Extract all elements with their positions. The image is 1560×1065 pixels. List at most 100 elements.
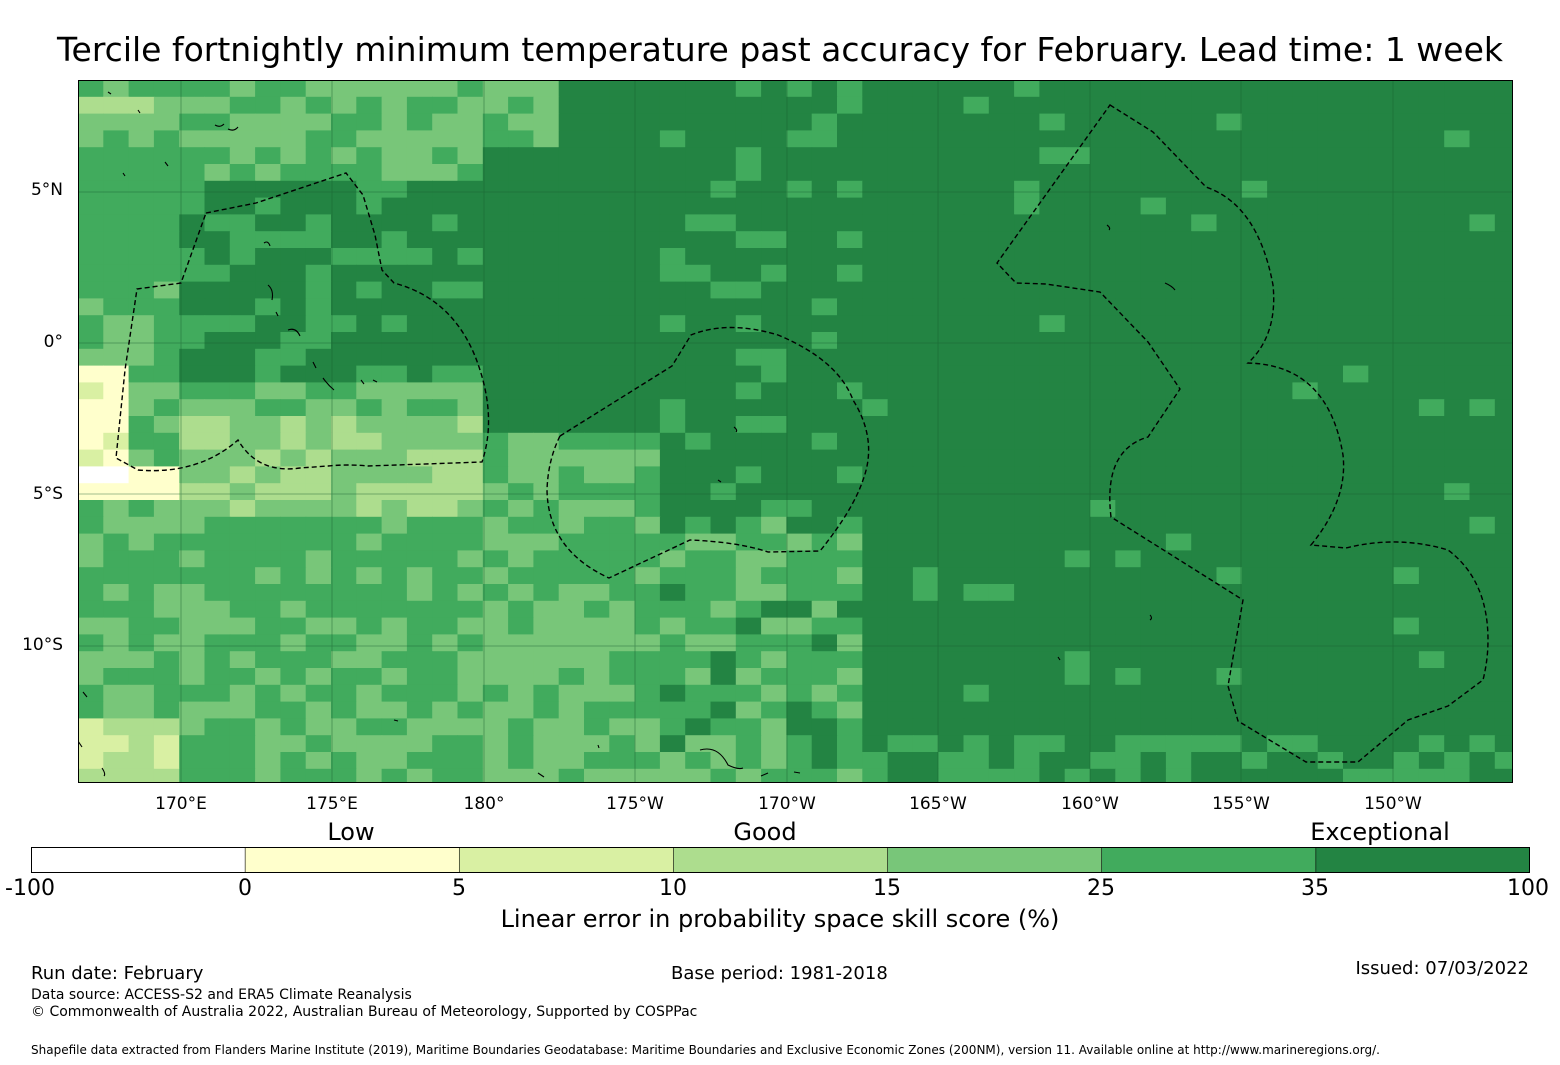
skill-grid-cell [1469, 96, 1496, 115]
skill-grid-cell [1444, 533, 1471, 551]
skill-grid-cell [1140, 617, 1167, 635]
skill-grid-cell [305, 533, 332, 551]
skill-grid-cell [103, 96, 130, 115]
skill-grid-cell [128, 348, 155, 367]
skill-grid-cell [735, 382, 762, 400]
skill-grid-cell [609, 584, 636, 602]
skill-grid-cell [1014, 584, 1040, 602]
island-20 [1057, 656, 1061, 661]
skill-grid-cell [280, 567, 307, 585]
skill-grid-cell [761, 298, 787, 316]
skill-grid-cell [710, 600, 737, 619]
skill-grid-cell [204, 264, 231, 283]
skill-grid-cell [1115, 80, 1142, 98]
skill-grid-cell [1115, 466, 1142, 484]
skill-grid-cell [457, 264, 484, 283]
skill-grid-cell [761, 180, 787, 199]
lon-label-160w: 160°W [1061, 794, 1119, 814]
skill-grid-cell [1191, 533, 1218, 551]
skill-grid-cell [482, 113, 509, 131]
skill-grid-cell [710, 500, 737, 518]
skill-grid-cell [280, 483, 307, 501]
skill-grid-cell [255, 248, 281, 266]
skill-grid-cell [1469, 651, 1496, 669]
skill-grid-cell [837, 80, 863, 98]
skill-grid-cell [204, 248, 231, 266]
skill-grid-cell [482, 399, 509, 417]
skill-grid-cell [862, 466, 889, 484]
skill-grid-cell [381, 752, 408, 770]
skill-grid-cell [1368, 449, 1395, 467]
skill-grid-cell [103, 550, 130, 568]
skill-grid-cell [1241, 500, 1268, 518]
skill-grid-cell [710, 332, 737, 350]
skill-grid-cell [78, 281, 104, 299]
skill-grid-cell [533, 147, 560, 165]
skill-grid-cell [1469, 718, 1496, 736]
skill-grid-cell [406, 416, 433, 434]
skill-grid-cell [78, 180, 104, 199]
island-21 [699, 748, 744, 770]
skill-grid-cell [78, 483, 104, 501]
skill-grid-cell [153, 332, 180, 350]
skill-grid-cell [1014, 416, 1040, 434]
skill-grid-cell [634, 332, 661, 350]
skill-grid-cell [1267, 516, 1293, 535]
skill-grid-cell [331, 80, 357, 98]
skill-grid-cell [1140, 684, 1167, 703]
skill-grid-cell [1090, 768, 1116, 783]
skill-grid-cell [1064, 651, 1091, 669]
skill-grid-cell [1393, 483, 1420, 501]
skill-grid-cell [103, 483, 130, 501]
skill-grid-cell [887, 113, 914, 131]
skill-grid-cell [305, 567, 332, 585]
skill-grid-cell [786, 147, 813, 165]
skill-grid-cell [584, 483, 610, 501]
skill-grid-cell [761, 567, 787, 585]
skill-grid-cell [1115, 231, 1142, 249]
skill-grid-cell [938, 130, 965, 148]
skill-grid-cell [128, 214, 155, 232]
skill-grid-cell [128, 315, 155, 333]
skill-grid-cell [811, 634, 838, 652]
skill-grid-cell [988, 651, 1015, 669]
skill-grid-cell [1165, 365, 1192, 383]
skill-grid-cell [659, 550, 686, 568]
skill-grid-cell [1368, 382, 1395, 400]
skill-grid-cell [634, 180, 661, 199]
skill-grid-cell [811, 96, 838, 115]
skill-grid-cell [179, 768, 206, 783]
skill-grid-cell [609, 399, 636, 417]
skill-grid-cell [1267, 248, 1293, 266]
skill-grid-cell [786, 332, 813, 350]
skill-grid-cell [406, 516, 433, 535]
skill-grid-cell [1039, 315, 1066, 333]
skill-grid-cell [1165, 264, 1192, 283]
skill-grid-cell [634, 298, 661, 316]
skill-grid-cell [280, 752, 307, 770]
skill-grid-cell [1115, 332, 1142, 350]
skill-grid-cell [1090, 668, 1116, 686]
skill-grid-cell [912, 399, 939, 417]
skill-grid-cell [710, 701, 737, 719]
skill-grid-cell [1014, 516, 1040, 535]
skill-grid-cell [179, 248, 206, 266]
skill-grid-cell [331, 348, 357, 367]
skill-grid-cell [887, 516, 914, 535]
skill-grid-cell [912, 164, 939, 182]
skill-grid-cell [204, 180, 231, 199]
skill-grid-cell [1165, 533, 1192, 551]
skill-grid-cell [331, 500, 357, 518]
skill-grid-cell [710, 315, 737, 333]
skill-grid-cell [1469, 197, 1496, 215]
skill-grid-cell [432, 567, 459, 585]
skill-grid-cell [1191, 214, 1218, 232]
skill-grid-cell [204, 399, 231, 417]
skill-grid-cell [533, 768, 560, 783]
skill-grid-cell [584, 214, 610, 232]
skill-grid-cell [1014, 701, 1040, 719]
skill-grid-cell [1165, 735, 1192, 753]
skill-grid-cell [128, 600, 155, 619]
skill-grid-cell [1469, 584, 1496, 602]
skill-grid-cell [710, 214, 737, 232]
